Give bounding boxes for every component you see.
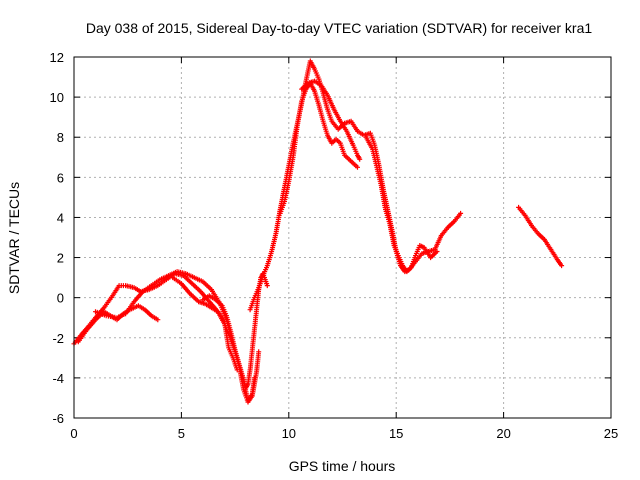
x-tick-label: 5 [178, 426, 185, 441]
data-point [357, 156, 363, 162]
y-tick-label: -6 [52, 411, 64, 426]
data-point [559, 263, 565, 269]
x-tick-label: 25 [604, 426, 618, 441]
y-tick-label: 0 [57, 291, 64, 306]
x-tick-label: 10 [282, 426, 296, 441]
x-tick-label: 15 [389, 426, 403, 441]
x-tick-label: 0 [70, 426, 77, 441]
y-tick-label: 6 [57, 170, 64, 185]
y-tick-label: 8 [57, 130, 64, 145]
grid-lines [74, 57, 611, 418]
data-point [264, 283, 270, 289]
y-tick-label: 4 [57, 210, 64, 225]
x-axis-label: GPS time / hours [289, 458, 396, 474]
tick-labels: 0 5 10 15 20 25 -6 -4 -2 0 2 4 6 8 10 12 [50, 50, 619, 441]
y-tick-label: -4 [52, 371, 64, 386]
data-point [256, 349, 262, 355]
y-tick-label: 12 [50, 50, 64, 65]
data-point [458, 210, 464, 216]
y-tick-label: 10 [50, 90, 64, 105]
data-point [434, 249, 440, 254]
x-tick-label: 20 [496, 426, 510, 441]
y-axis-label: SDTVAR / TECUs [6, 182, 22, 294]
y-tick-label: -2 [52, 331, 64, 346]
chart-title: Day 038 of 2015, Sidereal Day-to-day VTE… [86, 20, 592, 36]
data-point [155, 317, 161, 323]
y-tick-label: 2 [57, 251, 64, 266]
data-point [355, 164, 360, 170]
data-points [71, 58, 565, 405]
data-point [251, 375, 257, 381]
plot-frame [73, 56, 612, 419]
axis-ticks [73, 56, 612, 419]
